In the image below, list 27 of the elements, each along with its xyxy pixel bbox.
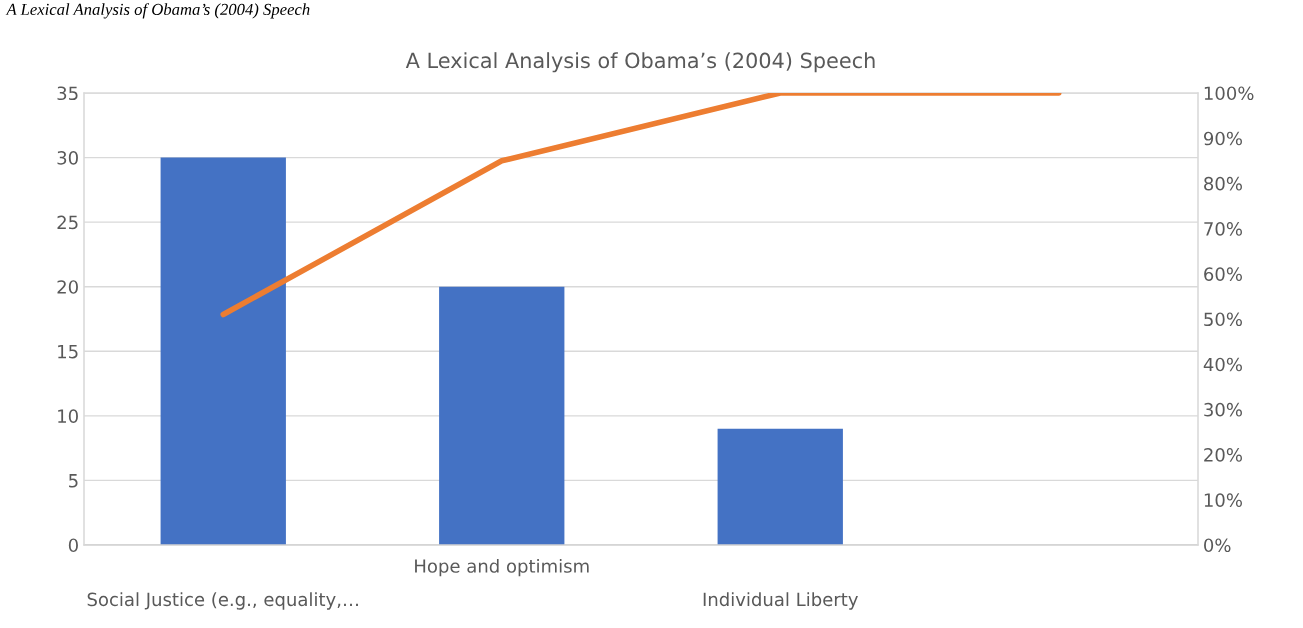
bar bbox=[717, 428, 843, 545]
y2-tick-label: 100% bbox=[1204, 86, 1254, 101]
y2-tick-label: 90% bbox=[1204, 131, 1242, 146]
y-tick-label: 30 bbox=[57, 151, 78, 165]
y2-tick-label: 10% bbox=[1204, 493, 1242, 507]
y2-tick-label: 0% bbox=[1204, 538, 1231, 553]
x-tick-label: Social Justice (e.g., equality,… bbox=[87, 592, 358, 610]
y-tick-label: 10 bbox=[58, 409, 78, 423]
y-tick-label: 25 bbox=[57, 215, 78, 230]
y-tick-label: 5 bbox=[69, 474, 78, 488]
y2-tick-label: 80% bbox=[1204, 176, 1242, 191]
x-tick-label: Hope and optimism bbox=[415, 558, 589, 577]
bar bbox=[160, 157, 286, 545]
y2-tick-label: 40% bbox=[1203, 357, 1242, 372]
y2-tick-label: 50% bbox=[1204, 312, 1242, 327]
x-tick-label: Individual Liberty bbox=[703, 592, 858, 610]
text: A Lexical Analysis of Obama’s (2004) Speech bbox=[5, 3, 310, 19]
y2-tick-label: 70% bbox=[1204, 222, 1242, 236]
y2-tick-label: 30% bbox=[1204, 402, 1242, 417]
y-tick-label: 0 bbox=[68, 538, 78, 553]
y-tick-label: 15 bbox=[58, 344, 78, 359]
y-tick-label: 35 bbox=[57, 86, 78, 101]
y2-tick-label: 60% bbox=[1204, 267, 1242, 281]
y-tick-label: 20 bbox=[57, 280, 78, 294]
chart-title: A Lexical Analysis of Obama’s (2004) Speech bbox=[405, 52, 875, 73]
y2-tick-label: 20% bbox=[1204, 448, 1242, 462]
bar bbox=[439, 286, 565, 545]
